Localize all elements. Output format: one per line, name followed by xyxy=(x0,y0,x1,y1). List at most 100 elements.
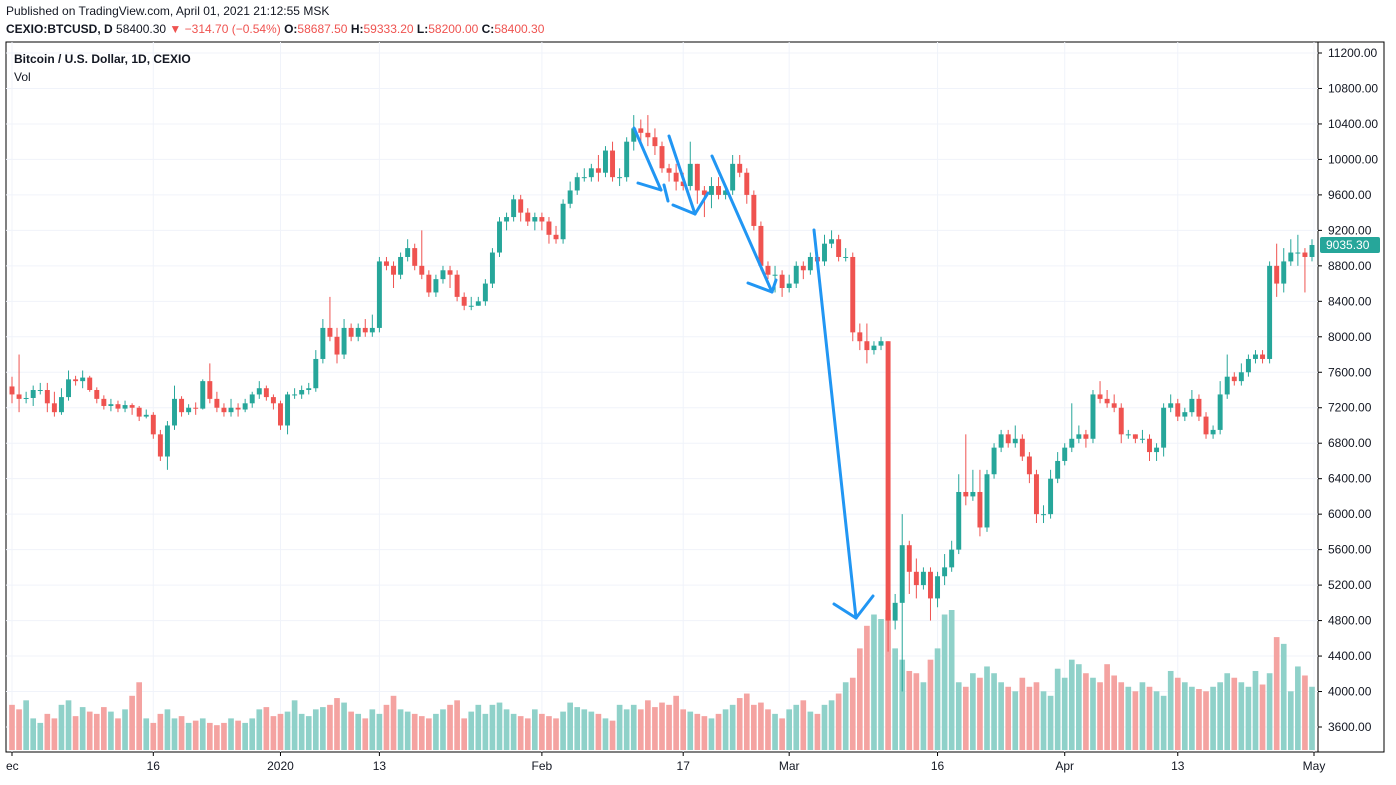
volume-bar xyxy=(814,713,821,750)
candle-body xyxy=(1090,394,1096,439)
candle-body xyxy=(30,390,36,398)
volume-bar xyxy=(948,610,955,750)
volume-bar xyxy=(1146,686,1153,750)
volume-bar xyxy=(828,700,835,750)
volume-bar xyxy=(962,686,969,750)
candle-body xyxy=(497,221,502,253)
candle-body xyxy=(928,571,933,599)
candle-body xyxy=(638,128,644,133)
open-label: O: xyxy=(284,22,298,36)
volume-bar xyxy=(30,718,37,750)
volume-bar xyxy=(270,716,277,750)
candle-body xyxy=(1267,265,1273,359)
volume-bar xyxy=(1231,677,1238,750)
candle-body xyxy=(1104,398,1110,404)
candle-body xyxy=(518,199,524,213)
volume-bar xyxy=(1026,686,1033,750)
volume-bar xyxy=(129,695,135,750)
volume-bar xyxy=(157,713,164,750)
y-tick-label: 6000.00 xyxy=(1328,507,1372,521)
volume-bar xyxy=(390,695,397,750)
volume-bar xyxy=(1139,682,1146,750)
volume-bar xyxy=(1125,686,1132,750)
y-tick-label: 5600.00 xyxy=(1328,543,1372,557)
volume-bar xyxy=(1054,668,1061,750)
candle-body xyxy=(1182,412,1188,417)
candle-body xyxy=(228,407,234,413)
volume-bar xyxy=(687,711,694,750)
candle-body xyxy=(1055,460,1061,479)
candle-body xyxy=(101,398,107,406)
candle-body xyxy=(468,305,474,307)
candle-body xyxy=(433,279,439,293)
candle-body xyxy=(1062,447,1068,461)
drawing-arrow-stroke xyxy=(662,183,670,203)
candle-body xyxy=(1125,434,1131,436)
volume-bar xyxy=(772,713,778,750)
candle-body xyxy=(1295,252,1301,254)
candle-body xyxy=(843,256,849,258)
volume-bar xyxy=(86,711,93,750)
y-tick-label: 6400.00 xyxy=(1328,472,1372,486)
candle-body xyxy=(391,265,396,275)
y-tick-label: 10800.00 xyxy=(1328,81,1378,95)
volume-bar xyxy=(623,709,630,750)
volume-bar xyxy=(16,709,22,750)
candle-body xyxy=(1069,438,1075,448)
volume-bar xyxy=(892,648,898,750)
candle-body xyxy=(1210,429,1216,435)
volume-bar xyxy=(185,722,192,750)
volume-bar xyxy=(228,718,234,750)
volume-bar xyxy=(136,682,142,750)
x-tick-label: 13 xyxy=(373,759,387,773)
candle-body xyxy=(1231,376,1237,382)
candle-body xyxy=(553,234,559,240)
candle-body xyxy=(652,137,658,147)
candle-body xyxy=(1253,354,1258,359)
candle-body xyxy=(1217,394,1223,430)
close-label: C: xyxy=(481,22,495,36)
volume-bar xyxy=(970,673,976,750)
volume-bar xyxy=(715,713,722,750)
chart-legend: Bitcoin / U.S. Dollar, 1D, CEXIO Vol xyxy=(14,52,191,84)
volume-bar xyxy=(857,648,863,750)
candle-body xyxy=(186,407,192,413)
candle-body xyxy=(1203,416,1209,435)
volume-bar xyxy=(1040,691,1047,750)
volume-bar xyxy=(1167,670,1174,750)
candle-body xyxy=(659,146,665,169)
volume-bar xyxy=(489,704,496,750)
candle-body xyxy=(447,270,453,275)
y-tick-label: 7200.00 xyxy=(1328,401,1372,415)
candle-body xyxy=(1118,407,1124,435)
volume-bar xyxy=(1210,686,1216,750)
high-label: H: xyxy=(350,22,364,36)
candle-body xyxy=(906,545,912,572)
candle-body xyxy=(235,407,241,410)
volume-bar xyxy=(334,698,340,750)
candle-body xyxy=(1238,372,1244,382)
volume-bar xyxy=(609,720,616,750)
candle-body xyxy=(80,377,86,382)
volume-bar xyxy=(800,700,807,750)
volume-bar xyxy=(694,713,701,750)
y-tick-label: 3600.00 xyxy=(1328,720,1372,734)
candle-body xyxy=(730,163,736,191)
candle-body xyxy=(758,225,764,266)
volume-bar xyxy=(426,718,432,750)
candle-body xyxy=(829,239,835,244)
volume-bar xyxy=(171,718,178,750)
published-line: Published on TradingView.com, April 01, … xyxy=(6,4,330,18)
volume-bar xyxy=(383,704,390,750)
volume-bar xyxy=(411,713,418,750)
candle-body xyxy=(560,203,566,240)
volume-bar xyxy=(708,718,715,750)
drawing-arrow-stroke xyxy=(812,228,858,620)
volume-bar xyxy=(447,704,453,750)
volume-bar xyxy=(1189,686,1195,750)
candle-body xyxy=(278,403,283,426)
candle-body xyxy=(836,239,842,257)
volume-bar xyxy=(729,704,736,750)
candle-body xyxy=(942,567,948,577)
